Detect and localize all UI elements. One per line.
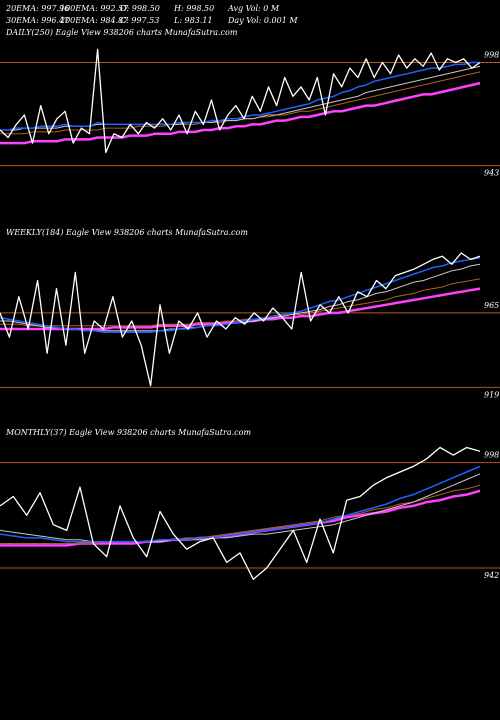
avg-vol-readout: Avg Vol: 0 M [228, 4, 280, 13]
close-readout: C: 997.53 [120, 16, 160, 25]
series-line-ema100 [0, 484, 481, 544]
series-line-price [0, 446, 481, 580]
header-row-1: 20EMA: 997.96 100EMA: 992.57 O: 998.50 H… [6, 4, 279, 13]
open-readout: O: 998.50 [120, 4, 160, 13]
series-line-ema30 [0, 473, 481, 543]
high-readout: H: 998.50 [174, 4, 215, 13]
panel-monthly-37: 998 942 [0, 446, 500, 580]
series-line-ema200 [0, 489, 481, 547]
series-line-ema20 [0, 257, 481, 334]
series-line-price [0, 48, 481, 154]
level-tick-label: 998 [484, 451, 499, 460]
daily-panel-label: DAILY(250) Eagle View 938206 charts Muna… [6, 28, 238, 37]
series-line-price [0, 252, 481, 387]
series-line-ema20 [0, 465, 481, 543]
series-line-ema100 [0, 71, 481, 135]
level-tick-label: 919 [484, 390, 499, 399]
panel-daily-250: 998 943 [0, 48, 500, 178]
day-vol-readout: Day Vol: 0.001 M [228, 16, 298, 25]
level-tick-label: 998 [484, 51, 499, 60]
series-line-ema100 [0, 278, 481, 327]
ema30-readout: 30EMA: 996.47 [6, 16, 70, 25]
level-tick-label: 942 [484, 571, 499, 580]
series-line-ema200 [0, 81, 481, 145]
level-tick-label: 943 [484, 169, 499, 178]
header-row-2: 30EMA: 996.47 200EMA: 984.87 C: 997.53 L… [6, 16, 298, 25]
ema200-readout: 200EMA: 984.87 [60, 16, 129, 25]
series-line-ema20 [0, 61, 480, 131]
level-tick-label: 965 [484, 301, 499, 310]
panel-weekly-184: 965 919 [0, 252, 500, 399]
weekly-panel-label: WEEKLY(184) Eagle View 938206 charts Mun… [6, 228, 248, 237]
ema100-readout: 100EMA: 992.57 [60, 4, 129, 13]
ema20-readout: 20EMA: 997.96 [6, 4, 70, 13]
low-readout: L: 983.11 [174, 16, 213, 25]
monthly-panel-label: MONTHLY(37) Eagle View 938206 charts Mun… [6, 428, 252, 437]
